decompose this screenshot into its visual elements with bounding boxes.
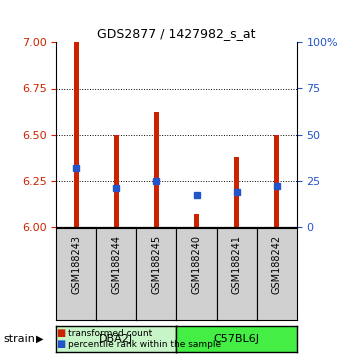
Bar (274, 135, 279, 227)
Text: percentile rank within the sample: percentile rank within the sample (68, 341, 221, 349)
Text: GSM188241: GSM188241 (232, 235, 241, 294)
Text: DBA2J: DBA2J (99, 334, 133, 344)
Bar (154, 113, 159, 227)
Text: ■: ■ (56, 328, 65, 338)
Bar (74, 42, 79, 227)
Text: GSM188243: GSM188243 (71, 235, 81, 294)
Text: strain: strain (3, 334, 35, 344)
Text: ■: ■ (56, 339, 65, 349)
Text: GSM188244: GSM188244 (112, 235, 121, 294)
Text: GSM188242: GSM188242 (272, 235, 282, 294)
Text: GSM188245: GSM188245 (151, 235, 161, 294)
Text: GSM188240: GSM188240 (192, 235, 202, 294)
Bar (194, 214, 199, 227)
Text: C57BL6J: C57BL6J (213, 334, 260, 344)
Bar (114, 135, 119, 227)
Text: transformed count: transformed count (68, 329, 152, 338)
Text: ▶: ▶ (36, 334, 43, 344)
Title: GDS2877 / 1427982_s_at: GDS2877 / 1427982_s_at (97, 27, 256, 40)
Bar (234, 156, 239, 227)
